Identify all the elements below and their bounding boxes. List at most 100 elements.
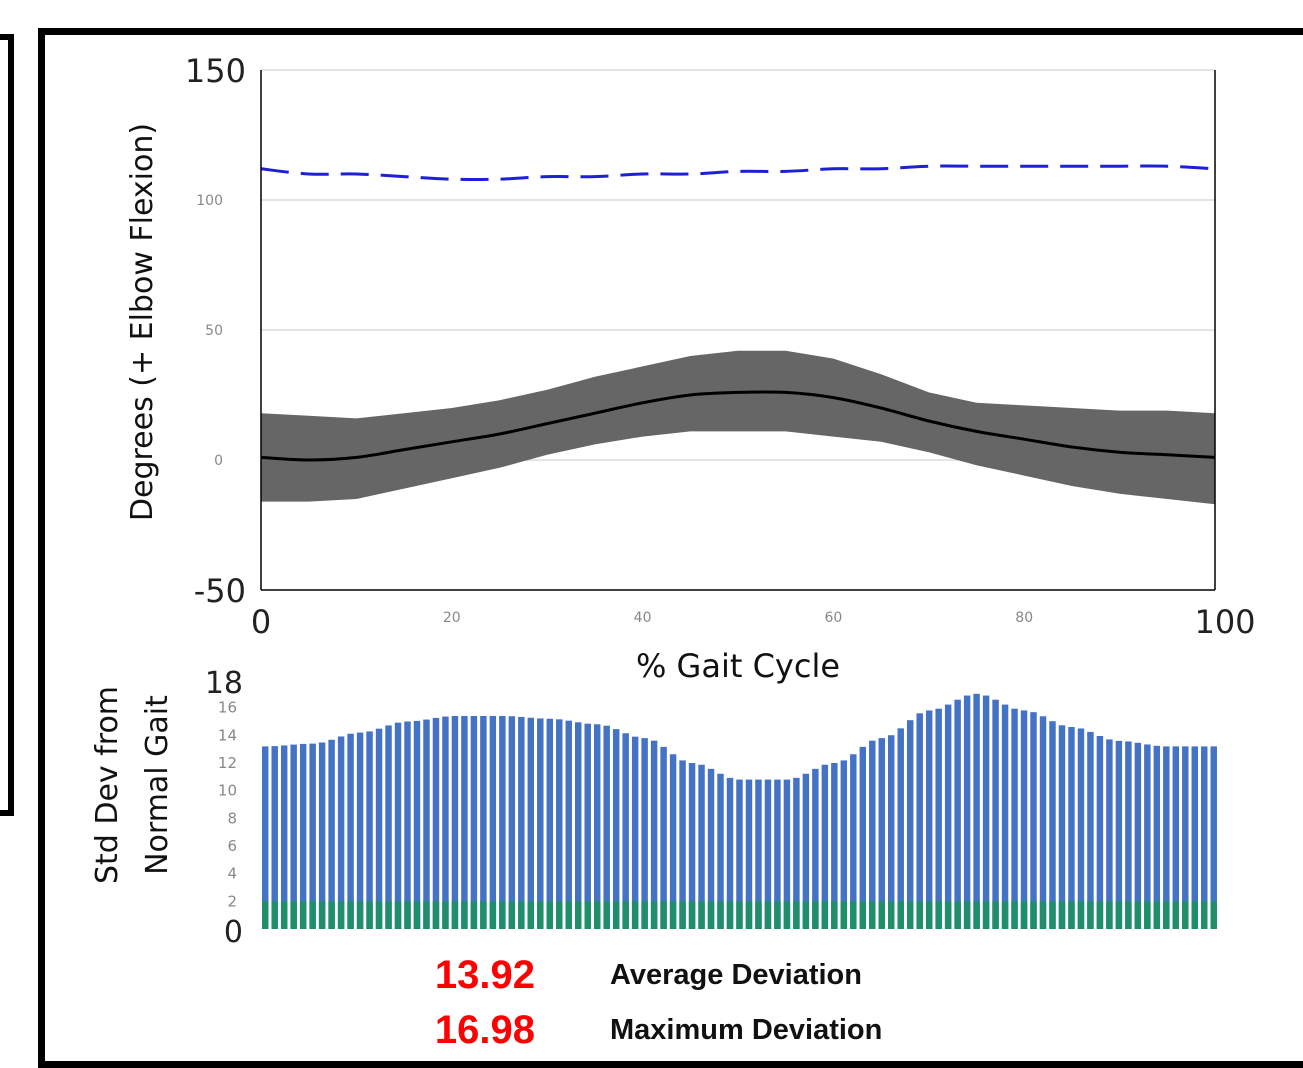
deviation-bar <box>783 779 791 929</box>
baseline-bar <box>413 901 421 929</box>
deviation-bar <box>973 693 980 929</box>
x-tick-label: 100 <box>1194 603 1255 641</box>
baseline-bar <box>1134 901 1142 929</box>
deviation-bar <box>631 736 639 929</box>
x-axis-title: % Gait Cycle <box>636 647 840 685</box>
deviation-bar <box>935 708 942 929</box>
deviation-bar <box>593 724 601 929</box>
baseline-bar <box>850 901 857 929</box>
baseline-bar <box>375 901 383 929</box>
deviation-bar <box>271 746 278 929</box>
baseline-bar <box>318 901 326 929</box>
baseline-bar <box>878 901 885 929</box>
baseline-bar <box>1020 901 1028 929</box>
deviation-bar <box>1172 746 1180 929</box>
deviation-bar <box>1030 712 1037 929</box>
deviation-bar <box>1191 746 1198 929</box>
y-tick-label: 50 <box>205 323 223 339</box>
y-axis-title: Degrees (+ Elbow Flexion) <box>125 123 160 521</box>
deviation-bar <box>565 720 572 929</box>
deviation-bar <box>556 719 563 929</box>
baseline-bar <box>1125 901 1132 929</box>
deviation-bar <box>404 721 411 929</box>
deviation-bar <box>603 725 610 929</box>
baseline-bar <box>1087 901 1094 929</box>
deviation-bar <box>954 699 961 929</box>
baseline-bar <box>982 901 990 929</box>
baseline-bar <box>575 901 582 929</box>
baseline-bar <box>527 901 535 929</box>
baseline-bar <box>480 901 487 929</box>
baseline-bar <box>736 901 743 929</box>
deviation-bar <box>413 720 421 929</box>
bar-y-tick-label: 14 <box>218 726 237 744</box>
deviation-bar <box>736 779 743 929</box>
baseline-bar <box>622 901 629 929</box>
deviation-bar <box>280 745 288 929</box>
deviation-bar <box>650 740 658 929</box>
deviation-bar <box>774 779 781 929</box>
deviation-bar <box>1153 745 1161 929</box>
deviation-bar <box>337 736 345 929</box>
deviation-bar <box>1125 741 1132 929</box>
baseline-bar <box>337 901 345 929</box>
deviation-bar <box>944 704 952 929</box>
baseline-bar <box>1172 901 1180 929</box>
bar-y-tick-label: 2 <box>227 892 237 910</box>
deviation-bar <box>1011 708 1018 929</box>
baseline-bar <box>451 901 459 929</box>
deviation-bar <box>347 733 354 929</box>
baseline-bar <box>518 901 525 929</box>
baseline-bar <box>271 901 278 929</box>
baseline-bar <box>1106 901 1113 929</box>
baseline-bar <box>859 901 867 929</box>
baseline-bar <box>404 901 411 929</box>
baseline-bar <box>992 901 999 929</box>
deviation-bar <box>1068 727 1075 929</box>
baseline-bar <box>442 901 449 929</box>
deviation-bar <box>262 746 269 929</box>
baseline-bar <box>745 901 753 929</box>
deviation-bar <box>394 722 402 929</box>
deviation-bar <box>916 713 923 929</box>
deviation-bar <box>1001 704 1009 929</box>
deviation-bar <box>1020 710 1028 929</box>
maximum-deviation-value: 16.98 <box>434 1008 535 1052</box>
baseline-bar <box>935 901 942 929</box>
subject-elbow-line <box>260 164 1216 182</box>
bar-y-tick-label: 4 <box>227 865 237 883</box>
baseline-bar <box>499 901 506 929</box>
baseline-bar <box>925 901 933 929</box>
deviation-bar <box>878 738 885 929</box>
baseline-bar <box>869 901 876 929</box>
deviation-bar <box>385 725 392 929</box>
deviation-bar <box>1182 746 1189 929</box>
baseline-bar <box>707 901 715 929</box>
maximum-deviation-row: 16.98 Maximum Deviation <box>405 1005 965 1055</box>
baseline-bar <box>280 901 288 929</box>
baseline-bar <box>1068 901 1075 929</box>
deviation-bar <box>527 717 535 929</box>
deviation-bar <box>802 773 810 929</box>
baseline-bar <box>1011 901 1018 929</box>
baseline-bar <box>1096 901 1104 929</box>
bar-y-tick-label: 8 <box>227 809 237 827</box>
baseline-bar <box>556 901 563 929</box>
deviation-bar <box>1115 740 1123 929</box>
left-panel-frame <box>0 34 14 816</box>
normal-mean-line <box>260 390 1216 462</box>
deviation-bar <box>688 763 696 929</box>
baseline-bar <box>793 901 800 929</box>
deviation-bar <box>356 732 364 929</box>
baseline-bar <box>1191 901 1198 929</box>
average-deviation-row: 13.92 Average Deviation <box>405 950 965 1000</box>
baseline-bar <box>821 901 829 929</box>
baseline-bar <box>717 901 724 929</box>
baseline-bar <box>328 901 335 929</box>
baseline-bar <box>755 901 762 929</box>
baseline-bar <box>508 901 516 929</box>
deviation-bar <box>461 715 468 929</box>
baseline-bar <box>631 901 639 929</box>
deviation-bar <box>423 719 430 929</box>
baseline-bar <box>802 901 810 929</box>
